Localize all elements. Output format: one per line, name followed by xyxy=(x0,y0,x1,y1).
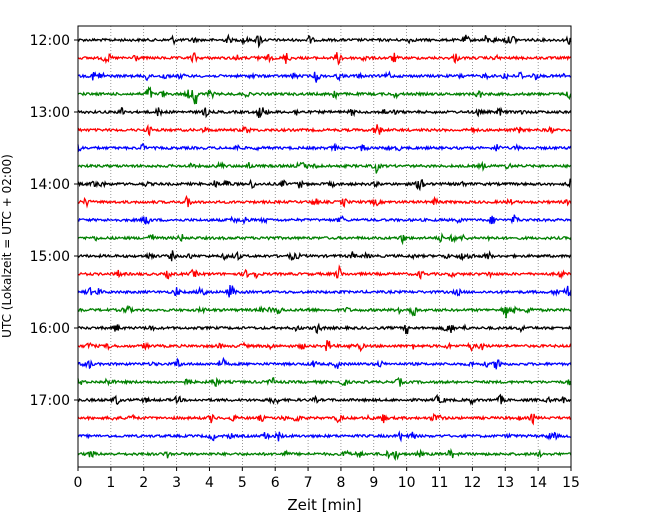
y-tick-label: 13:00 xyxy=(30,105,70,121)
trace-8 xyxy=(77,178,572,192)
traces xyxy=(77,33,572,462)
trace-5 xyxy=(77,123,572,137)
trace-1 xyxy=(77,52,572,66)
trace-14 xyxy=(77,284,572,298)
trace-0 xyxy=(77,33,572,49)
x-tick-label: 15 xyxy=(562,475,580,491)
trace-16 xyxy=(77,322,572,335)
x-tick-label: 7 xyxy=(304,475,313,491)
trace-19 xyxy=(77,376,572,388)
trace-11 xyxy=(77,232,572,246)
trace-7 xyxy=(77,160,572,174)
trace-12 xyxy=(77,250,572,262)
x-tick-label: 13 xyxy=(496,475,514,491)
x-tick-label: 5 xyxy=(238,475,247,491)
trace-4 xyxy=(77,106,572,119)
x-tick-label: 10 xyxy=(398,475,416,491)
trace-9 xyxy=(77,194,572,209)
trace-13 xyxy=(77,264,572,281)
x-tick-label: 14 xyxy=(529,475,547,491)
plot-frame xyxy=(77,25,572,468)
x-tick-label: 12 xyxy=(463,475,481,491)
trace-3 xyxy=(77,85,572,105)
x-tick-label: 2 xyxy=(139,475,148,491)
trace-17 xyxy=(77,340,572,353)
x-axis: 0 1 2 3 4 5 6 7 8 9 10 11 12 13 14 15 xyxy=(74,467,580,491)
trace-22 xyxy=(77,430,572,443)
y-tick-label: 16:00 xyxy=(30,321,70,337)
trace-10 xyxy=(77,214,572,226)
x-tick-label: 6 xyxy=(271,475,280,491)
x-tick-label: 8 xyxy=(336,475,345,491)
y-tick-label: 14:00 xyxy=(30,177,70,193)
x-tick-label: 11 xyxy=(431,475,449,491)
trace-18 xyxy=(77,356,572,370)
trace-20 xyxy=(77,393,572,406)
y-axis: 12:00 13:00 14:00 15:00 16:00 17:00 xyxy=(30,33,78,409)
x-tick-label: 3 xyxy=(172,475,181,491)
y-axis-label: UTC (Lokalzeit = UTC + 02:00) xyxy=(0,154,14,338)
trace-21 xyxy=(77,412,572,426)
x-tick-label: 1 xyxy=(106,475,115,491)
trace-6 xyxy=(77,142,572,153)
y-tick-label: 17:00 xyxy=(30,393,70,409)
trace-2 xyxy=(77,70,572,83)
y-tick-label: 12:00 xyxy=(30,33,70,49)
x-tick-label: 0 xyxy=(74,475,83,491)
trace-23 xyxy=(77,447,572,462)
x-tick-label: 9 xyxy=(369,475,378,491)
x-tick-label: 4 xyxy=(205,475,214,491)
x-axis-label: Zeit [min] xyxy=(287,496,361,514)
y-tick-label: 15:00 xyxy=(30,249,70,265)
trace-15 xyxy=(77,304,572,319)
